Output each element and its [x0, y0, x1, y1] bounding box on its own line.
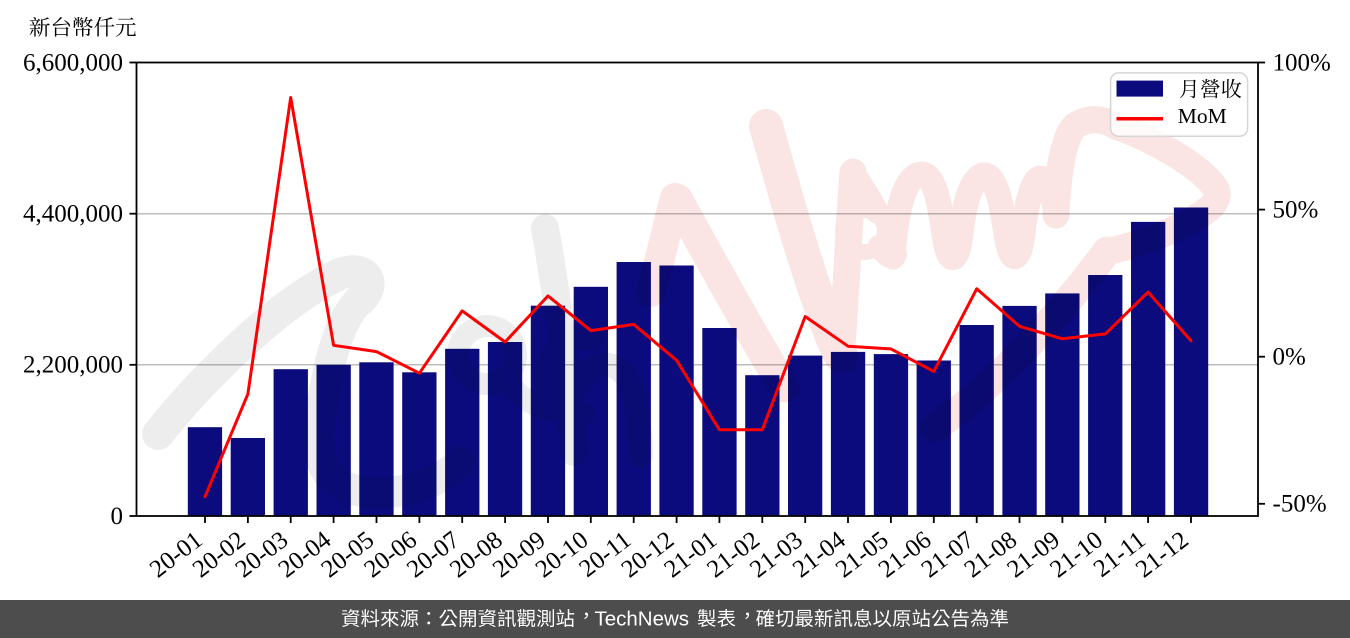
svg-text:100%: 100%: [1273, 49, 1331, 76]
svg-text:4,400,000: 4,400,000: [23, 201, 123, 228]
svg-text:TechNews: TechNews: [595, 608, 695, 631]
svg-text:2,200,000: 2,200,000: [23, 352, 123, 379]
svg-text:0%: 0%: [1273, 344, 1306, 371]
svg-text:0: 0: [111, 503, 124, 530]
svg-text:50%: 50%: [1273, 196, 1319, 223]
svg-text:MoM: MoM: [1178, 104, 1227, 128]
svg-text:-50%: -50%: [1273, 491, 1327, 518]
svg-text:6,600,000: 6,600,000: [23, 49, 123, 76]
